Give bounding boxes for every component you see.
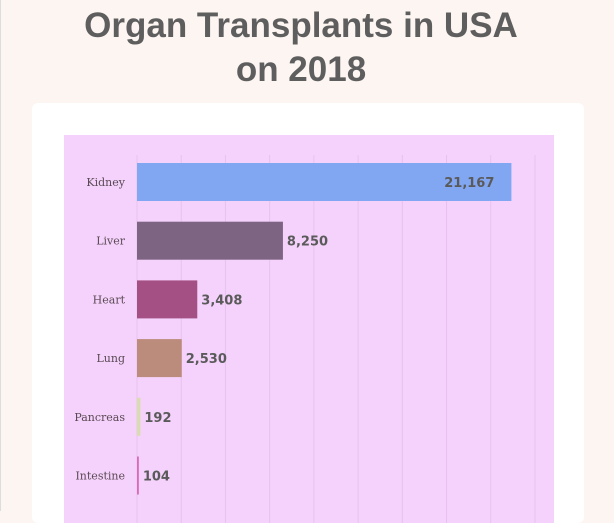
- category-label: Kidney: [86, 176, 125, 189]
- category-label: Heart: [93, 293, 126, 306]
- category-label: Liver: [96, 235, 126, 248]
- bar-kidney: [137, 163, 512, 201]
- bar-intestine: [137, 456, 139, 495]
- value-label: 2,530: [186, 352, 227, 367]
- bar-pancreas: [137, 397, 141, 436]
- value-label: 8,250: [287, 235, 328, 250]
- value-label: 192: [144, 411, 171, 426]
- bar-liver: [137, 221, 283, 260]
- chart-title: Organ Transplants in USA on 2018: [1, 4, 601, 92]
- category-label: Lung: [96, 352, 125, 365]
- value-label: 21,167: [444, 176, 494, 191]
- value-label: 104: [143, 470, 170, 485]
- bar-lung: [137, 339, 182, 378]
- value-label: 3,408: [201, 293, 242, 308]
- category-label: Pancreas: [74, 411, 125, 424]
- chart-card: Kidney 21,167 Liver 8,250 Heart 3,408 Lung 2,53…: [32, 103, 584, 523]
- chart-title-line-1: Organ Transplants in USA: [84, 6, 518, 45]
- bar-heart: [137, 280, 198, 319]
- chart-title-line-2: on 2018: [235, 50, 367, 89]
- bar-chart: Kidney 21,167 Liver 8,250 Heart 3,408 Lung 2,53…: [64, 135, 554, 523]
- category-label: Intestine: [75, 470, 125, 483]
